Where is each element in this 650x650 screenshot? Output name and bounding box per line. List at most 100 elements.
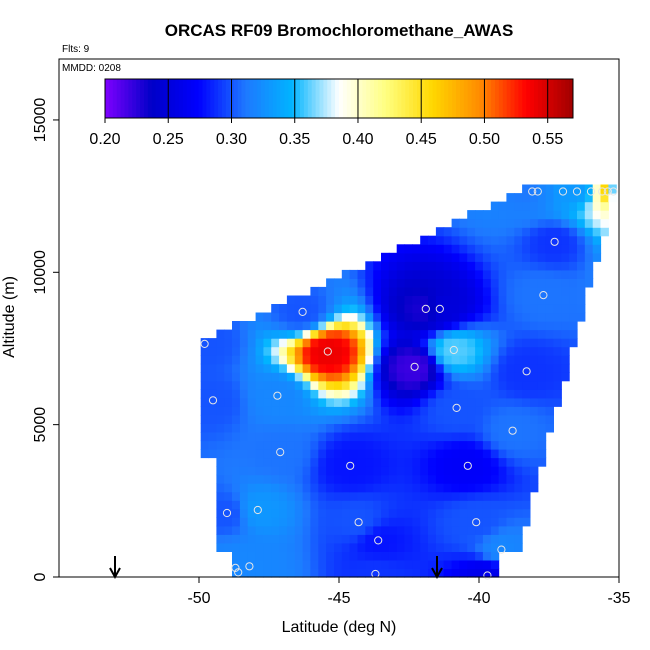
heat-cell (247, 551, 257, 561)
heat-cell (459, 551, 468, 561)
heat-cell (263, 491, 272, 501)
heat-cell (318, 372, 327, 382)
heat-cell (224, 380, 233, 390)
sample-point (550, 237, 559, 246)
heat-cell (514, 269, 523, 279)
heat-cell (357, 304, 366, 314)
heat-cell (498, 201, 507, 211)
heat-cell (388, 406, 398, 416)
heat-cell (349, 440, 358, 450)
heat-cell (334, 440, 343, 450)
heat-cell (302, 508, 311, 518)
heat-cell (577, 201, 586, 211)
heat-cell (326, 440, 335, 450)
heat-cell (357, 474, 366, 484)
heat-cell (537, 201, 547, 211)
heat-cell (467, 500, 476, 510)
heat-cell (302, 312, 311, 322)
heat-cell (373, 551, 382, 561)
heat-cell (334, 355, 343, 365)
colorbar-swatch (132, 79, 137, 118)
heat-cell (357, 491, 366, 501)
heat-cell (451, 568, 460, 578)
heat-cell (435, 449, 445, 459)
heat-cell (459, 346, 468, 356)
heat-cell (396, 483, 406, 493)
heat-cell (467, 269, 476, 279)
heat-cell (428, 551, 437, 561)
heat-cell (239, 414, 249, 424)
heat-cell (224, 474, 233, 484)
heat-cell (326, 466, 335, 476)
heat-cell (451, 483, 460, 493)
heat-cell (498, 423, 507, 433)
heat-cell (475, 534, 484, 544)
heat-cell (498, 466, 507, 476)
heat-cell (365, 389, 374, 399)
heat-cell (467, 542, 476, 552)
heat-cell (365, 542, 374, 552)
heat-cell (451, 227, 460, 237)
heat-cell (310, 295, 319, 305)
heat-cell (271, 363, 280, 373)
sample-point (222, 508, 232, 518)
heat-cell (482, 304, 492, 314)
heat-cell (537, 184, 547, 194)
heat-cell (341, 423, 351, 433)
heat-cell (522, 201, 531, 211)
heat-cell (522, 363, 531, 373)
heat-cell (467, 457, 476, 467)
heat-cell (530, 457, 539, 467)
heat-cell (522, 517, 531, 527)
heat-cell (326, 355, 335, 365)
heat-cell (255, 329, 264, 339)
heat-cell (522, 389, 531, 399)
heat-cell (522, 295, 531, 305)
heat-cell (373, 414, 382, 424)
heat-cell (255, 491, 264, 501)
heat-cell (490, 414, 500, 424)
heat-cell (514, 201, 523, 211)
heat-cell (530, 193, 539, 203)
heat-cell (506, 252, 515, 262)
heat-cell (404, 534, 413, 544)
heat-cell (459, 380, 468, 390)
heat-cell (302, 559, 311, 569)
heat-cell (412, 286, 421, 296)
heat-cell (475, 483, 484, 493)
heat-cell (482, 542, 492, 552)
heat-cell (537, 227, 547, 237)
heat-cell (443, 559, 453, 569)
heat-cell (412, 466, 421, 476)
heat-cell (334, 406, 343, 416)
heat-cell (396, 363, 406, 373)
heat-cell (435, 491, 445, 501)
heat-cell (412, 406, 421, 416)
heat-cell (373, 338, 382, 348)
heat-cell (349, 449, 358, 459)
heat-cell (490, 491, 500, 501)
heat-cell (381, 517, 390, 527)
heat-cell (318, 559, 327, 569)
heat-cell (490, 380, 500, 390)
heat-cell (341, 372, 351, 382)
colorbar-swatch (350, 79, 356, 118)
heat-cell (310, 525, 319, 535)
heat-cell (522, 269, 531, 279)
heat-cell (294, 534, 304, 544)
heat-cell (232, 406, 241, 416)
heat-cell (443, 329, 453, 339)
heat-cell (428, 491, 437, 501)
heat-cell (530, 210, 539, 220)
heat-cell (294, 423, 304, 433)
heat-cell (420, 389, 429, 399)
heat-cell (224, 389, 233, 399)
heat-cell (247, 474, 257, 484)
colorbar-swatch (409, 79, 414, 118)
heat-cell (451, 423, 460, 433)
heat-cell (545, 312, 554, 322)
heat-cell (247, 500, 257, 510)
heat-cell (530, 329, 539, 339)
heat-cell (334, 474, 343, 484)
heat-cell (482, 321, 492, 331)
